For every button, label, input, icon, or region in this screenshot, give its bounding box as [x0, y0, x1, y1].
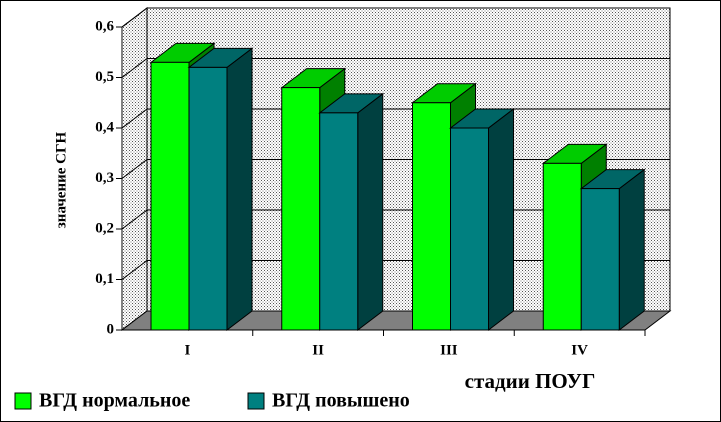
bar: [187, 47, 254, 332]
y-tick-label: 0,3: [95, 170, 114, 186]
bar-front: [281, 87, 321, 331]
grid-line: [121, 58, 670, 78]
bar-front: [450, 127, 489, 331]
x-tick-label: IV: [571, 342, 588, 358]
bar-side: [618, 168, 645, 332]
legend-swatch: [247, 392, 265, 410]
bar: [318, 92, 385, 332]
bar-front: [580, 188, 620, 331]
x-axis-title: стадии ПОУГ: [465, 369, 596, 393]
y-tick-label: 0,4: [95, 119, 114, 135]
bar: [579, 168, 646, 332]
x-tick-label: III: [440, 342, 458, 358]
y-tick-label: 0,2: [95, 220, 114, 236]
y-tick-label: 0,1: [95, 271, 114, 287]
bar-side: [357, 92, 384, 332]
x-tick-label: II: [312, 342, 324, 358]
y-tick-label: 0: [107, 321, 115, 337]
y-tick-label: 0,6: [95, 18, 114, 34]
bar-front: [412, 102, 451, 331]
bar-front: [150, 61, 190, 331]
legend-label: ВГД повышено: [272, 390, 410, 412]
plot-area: [116, 6, 672, 336]
legend-swatch: [14, 392, 32, 410]
bar-front: [188, 66, 228, 331]
y-axis-title: значение СГН: [53, 131, 69, 228]
legend-label: ВГД нормальное: [39, 390, 190, 412]
grid-line: [121, 7, 670, 28]
bar: [449, 107, 515, 332]
bar-front: [542, 162, 582, 331]
bar-side: [488, 107, 514, 332]
bar-side: [226, 47, 253, 332]
bar-front: [319, 112, 359, 331]
y-tick-label: 0,5: [95, 69, 114, 85]
x-tick-label: I: [184, 342, 190, 358]
